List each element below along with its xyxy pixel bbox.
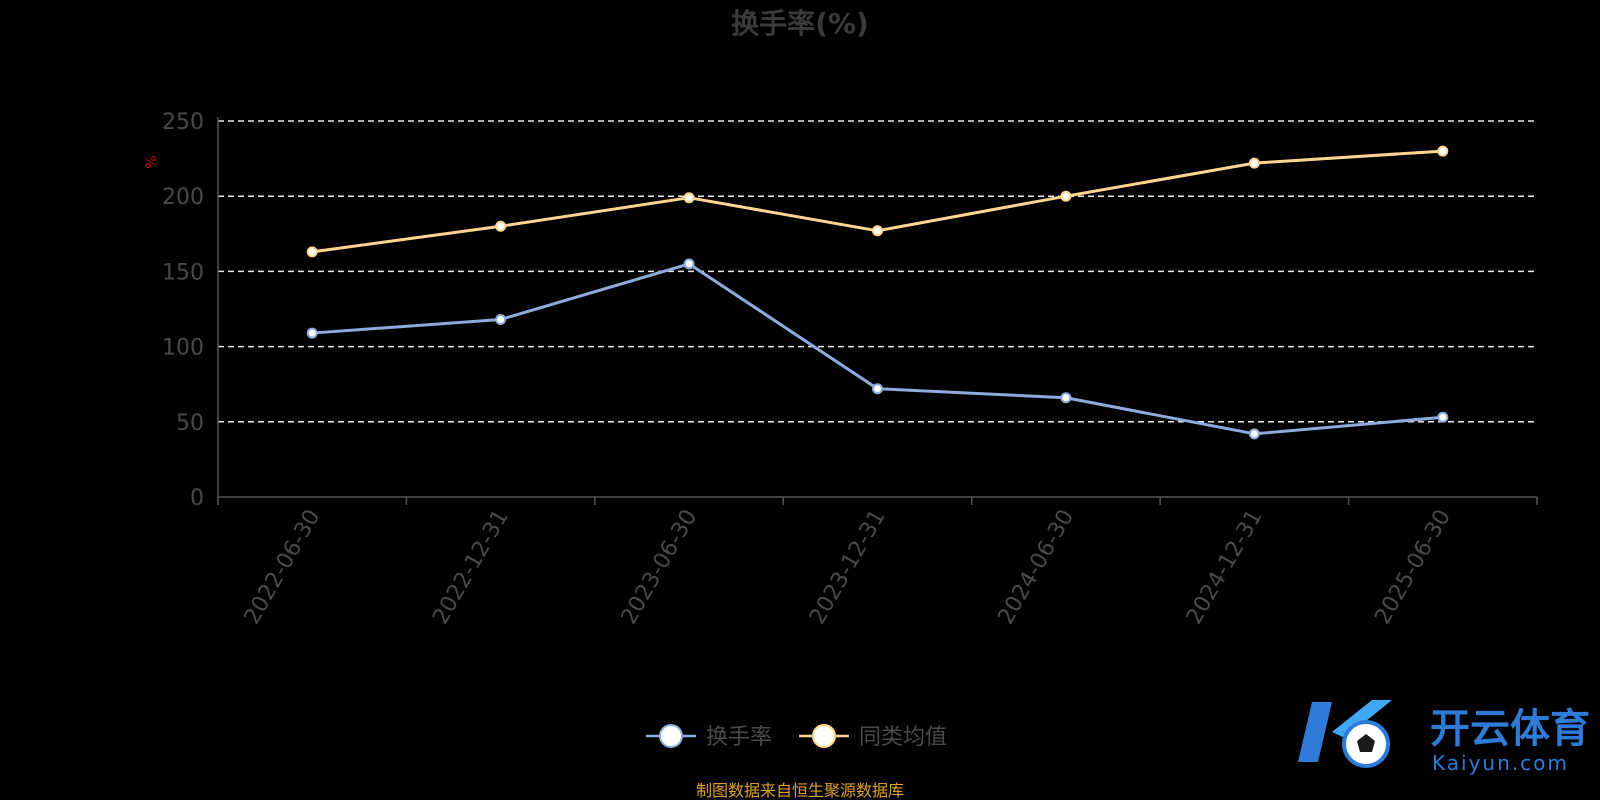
legend-marker [659,724,683,748]
axes [217,117,1538,505]
data-point [872,383,883,395]
data-point [1437,145,1449,157]
series-group [306,145,1449,440]
logo-text-en: Kaiyun.com [1432,751,1569,775]
x-tick-label: 2024-06-30 [994,506,1080,629]
data-point [495,314,507,326]
kaiyun-logo: 开云体育 Kaiyun.com [1298,700,1590,775]
data-point [1060,392,1072,404]
y-tick-labels: 0 50 100 150 200 250 [162,110,204,511]
y-tick-label: 200 [162,185,204,210]
logo-text-cn: 开云体育 [1430,706,1590,752]
source-note: 制图数据来自恒生聚源数据库 [696,781,904,800]
grid [218,120,1537,423]
data-point [1248,428,1260,440]
legend-label: 换手率 [706,725,772,750]
x-tick-label: 2022-12-31 [428,505,514,628]
y-tick-label: 150 [162,260,204,285]
y-tick-label: 250 [162,110,204,135]
data-point [1060,190,1072,202]
series-line [312,262,1443,436]
y-tick-label: 100 [162,336,204,361]
x-tick-label: 2025-06-30 [1370,506,1456,629]
x-tick-label: 2024-12-31 [1182,506,1268,629]
x-tick-label: 2022-06-30 [240,506,326,629]
y-axis-unit: % [144,155,160,168]
legend-label: 同类均值 [859,725,947,750]
legend: 换手率 同类均值 [646,724,947,750]
chart-title: 换手率(%) [731,7,869,40]
data-point [683,258,695,270]
series-line [312,149,1443,254]
data-point [683,192,695,204]
data-point [1248,157,1260,169]
x-tick-label: 2023-06-30 [617,506,703,629]
logo-k-mark [1298,700,1392,768]
data-point [872,225,883,237]
x-tick-label: 2023-12-31 [805,506,891,629]
data-point [306,327,318,339]
data-point [495,220,507,232]
y-tick-label: 50 [176,411,204,436]
x-tick-labels: 2022-06-30 2022-12-31 2023-06-30 2023-12-31… [240,505,1456,628]
data-point [1437,411,1449,423]
y-tick-label: 0 [190,486,204,511]
legend-marker [812,724,836,748]
data-point [306,246,318,258]
